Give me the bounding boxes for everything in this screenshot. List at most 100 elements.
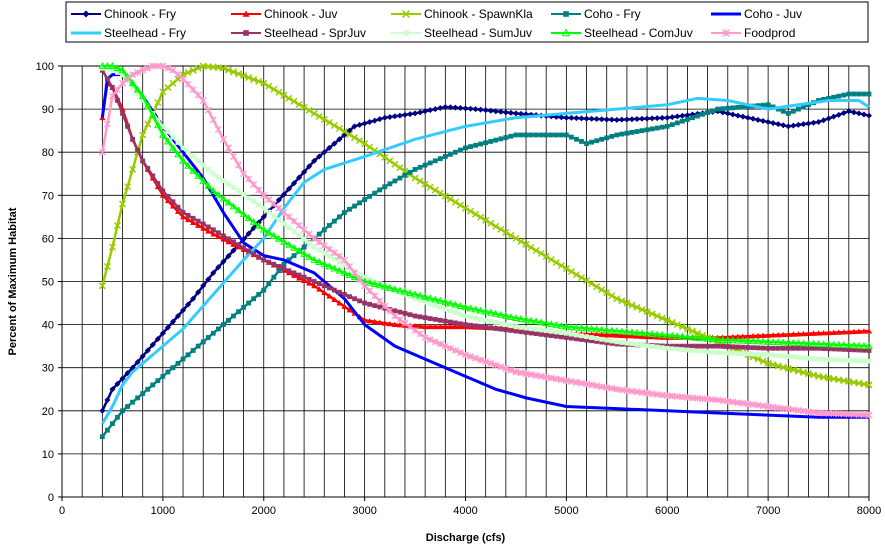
data-point bbox=[154, 99, 162, 107]
data-point bbox=[194, 64, 202, 72]
data-point bbox=[255, 77, 263, 85]
data-point bbox=[725, 350, 731, 356]
data-point bbox=[820, 330, 827, 336]
data-point bbox=[638, 305, 646, 314]
data-point bbox=[755, 345, 761, 351]
data-point bbox=[426, 294, 435, 302]
data-point bbox=[764, 359, 772, 367]
data-point bbox=[493, 137, 499, 143]
data-point bbox=[144, 64, 152, 72]
data-point bbox=[589, 335, 594, 340]
data-point bbox=[552, 321, 561, 328]
data-point bbox=[799, 368, 807, 376]
data-point bbox=[508, 323, 514, 329]
data-point bbox=[850, 341, 858, 349]
data-point bbox=[619, 131, 625, 137]
data-point bbox=[644, 127, 650, 133]
series-steelhead-fry bbox=[101, 96, 870, 425]
data-point bbox=[291, 229, 297, 234]
legend-label: Steelhead - ComJuv bbox=[584, 26, 693, 40]
data-point bbox=[325, 118, 333, 126]
data-point bbox=[421, 334, 429, 341]
data-point bbox=[795, 345, 801, 351]
data-point bbox=[281, 221, 287, 227]
data-point bbox=[99, 407, 106, 414]
data-point bbox=[401, 111, 408, 118]
data-point bbox=[618, 327, 626, 335]
data-point bbox=[654, 115, 661, 122]
data-point bbox=[447, 319, 453, 325]
data-point bbox=[574, 332, 579, 338]
x-tick-label: 3000 bbox=[352, 505, 376, 517]
data-point bbox=[219, 135, 227, 143]
legend-box bbox=[65, 1, 869, 43]
data-point bbox=[492, 361, 500, 369]
data-point bbox=[603, 331, 610, 338]
data-point bbox=[764, 337, 772, 345]
data-point bbox=[320, 242, 328, 250]
data-point bbox=[780, 331, 787, 338]
data-point bbox=[189, 66, 197, 74]
data-point bbox=[265, 82, 273, 90]
data-point bbox=[205, 224, 211, 230]
legend-item: Chinook - SpawnKla bbox=[391, 7, 533, 21]
data-point bbox=[599, 336, 605, 342]
data-point bbox=[735, 104, 741, 110]
data-point bbox=[579, 139, 584, 144]
y-tick-label: 0 bbox=[48, 492, 54, 504]
data-point bbox=[326, 223, 332, 228]
data-point bbox=[563, 11, 569, 17]
data-point bbox=[496, 310, 505, 318]
data-point bbox=[604, 135, 610, 141]
data-point bbox=[685, 117, 690, 122]
data-point bbox=[175, 204, 181, 210]
data-point bbox=[482, 358, 490, 366]
data-point bbox=[221, 322, 226, 327]
data-point bbox=[159, 130, 167, 138]
data-point bbox=[498, 136, 504, 142]
data-point bbox=[765, 102, 771, 108]
data-point bbox=[180, 213, 187, 220]
data-point bbox=[427, 160, 433, 166]
data-point bbox=[453, 149, 458, 155]
data-point bbox=[730, 105, 736, 111]
data-point bbox=[815, 330, 822, 336]
data-point bbox=[241, 192, 246, 197]
data-point bbox=[396, 164, 404, 172]
data-point bbox=[164, 197, 171, 204]
data-point bbox=[850, 328, 857, 335]
data-point bbox=[456, 201, 464, 209]
data-point bbox=[603, 289, 611, 297]
data-point bbox=[628, 116, 635, 123]
data-point bbox=[174, 150, 182, 158]
data-point bbox=[189, 166, 197, 174]
data-point bbox=[159, 330, 166, 337]
data-point bbox=[724, 110, 731, 117]
data-point bbox=[331, 218, 337, 224]
data-point bbox=[749, 337, 757, 345]
data-point bbox=[337, 289, 342, 295]
data-point bbox=[831, 357, 837, 363]
data-point bbox=[633, 303, 641, 311]
data-point bbox=[599, 339, 605, 345]
data-point bbox=[386, 114, 393, 121]
data-point bbox=[407, 111, 414, 118]
data-point bbox=[432, 106, 439, 113]
data-point bbox=[371, 117, 378, 124]
data-point bbox=[243, 30, 249, 36]
legend-item: Steelhead - Fry bbox=[71, 26, 186, 40]
data-point bbox=[594, 138, 600, 144]
data-point bbox=[502, 228, 510, 236]
data-point bbox=[130, 399, 136, 405]
data-point bbox=[775, 345, 781, 351]
data-point bbox=[110, 421, 115, 427]
data-point bbox=[129, 165, 137, 173]
data-point bbox=[618, 332, 625, 338]
data-point bbox=[104, 76, 110, 82]
data-point bbox=[441, 298, 450, 306]
data-point bbox=[562, 265, 570, 273]
data-point bbox=[473, 142, 478, 148]
data-point bbox=[316, 153, 323, 160]
data-point bbox=[140, 391, 146, 396]
data-point bbox=[609, 338, 615, 344]
